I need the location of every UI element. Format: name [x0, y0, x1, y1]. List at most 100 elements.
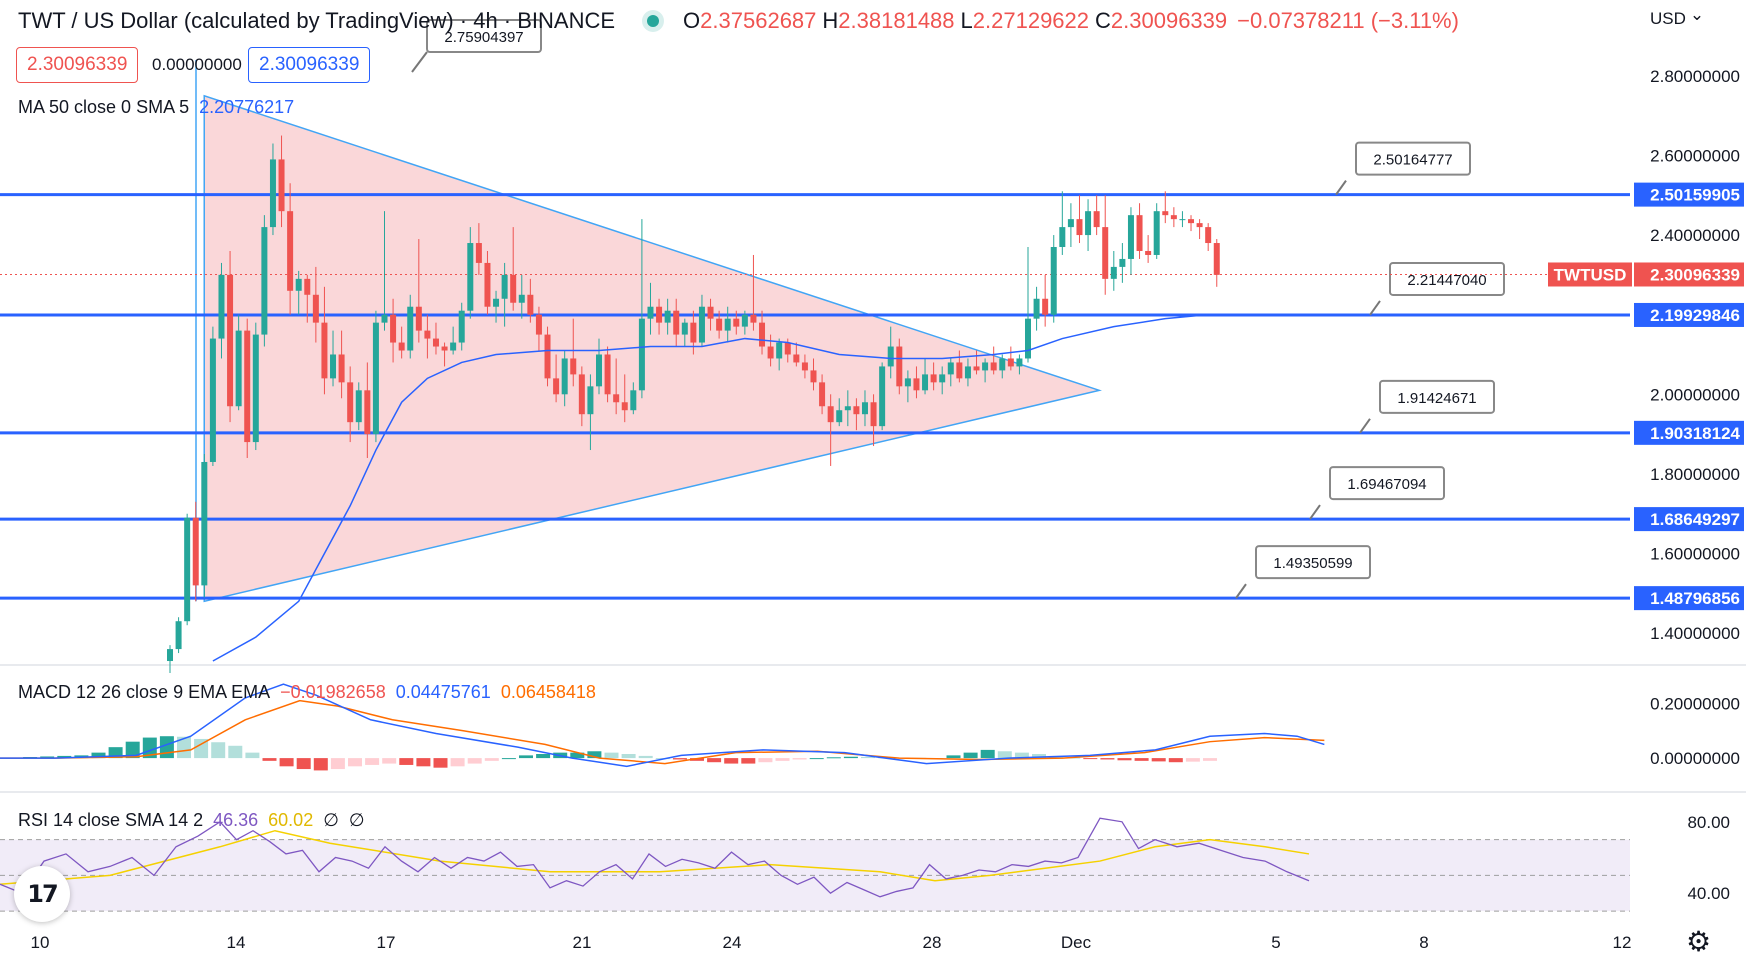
candle-body — [553, 378, 560, 395]
candle-body — [398, 342, 405, 351]
level-price-label-bg — [1634, 586, 1744, 611]
macd-histogram-bar — [159, 736, 174, 759]
change-value: −0.07378211 (−3.11%) — [1237, 8, 1459, 33]
macd-histogram-bar — [741, 758, 756, 764]
time-axis-tick: 10 — [31, 933, 50, 952]
symbol-tag: TWTUSD — [1554, 265, 1627, 284]
candle-body — [776, 342, 783, 359]
candle-body — [1042, 298, 1049, 315]
candle-body — [896, 346, 903, 387]
tradingview-logo-icon[interactable]: 17 — [14, 866, 70, 922]
candle-body — [1093, 211, 1100, 228]
candle-body — [218, 274, 225, 339]
rsi-value: 46.36 — [213, 810, 259, 830]
level-price-label-bg — [1634, 420, 1744, 445]
last-price-label-bg — [1634, 262, 1744, 287]
candle-body — [372, 322, 379, 435]
settings-gear-icon[interactable]: ⚙ — [1686, 926, 1712, 957]
level-callout-text: 2.21447040 — [1407, 272, 1486, 289]
candle-body — [1136, 215, 1143, 251]
candle-body — [304, 278, 311, 295]
macd-line-value: 0.04475761 — [395, 682, 491, 702]
macd-histogram-bar — [843, 756, 858, 759]
candle-body — [347, 382, 354, 423]
macd-line — [0, 683, 1325, 768]
callout-pointer — [1309, 504, 1321, 520]
candle-body — [1145, 250, 1152, 255]
candle-body — [999, 358, 1006, 371]
open-value: 2.37562687 — [700, 8, 817, 33]
macd-legend[interactable]: MACD 12 26 close 9 EMA EMA −0.01982658 0.0… — [18, 682, 606, 703]
macd-histogram-bar — [91, 752, 106, 759]
candle-body — [741, 314, 748, 327]
macd-histogram-bar — [348, 758, 362, 767]
open-label: O — [683, 8, 701, 33]
macd-histogram-bar — [604, 752, 619, 759]
sell-button[interactable]: 2.30096339 — [16, 47, 139, 83]
candle-body — [1196, 223, 1203, 228]
macd-histogram-bar — [621, 754, 636, 759]
candle-body — [613, 394, 620, 403]
time-axis-tick: 24 — [723, 933, 742, 952]
candle-body — [1025, 318, 1031, 359]
close-value: 2.30096339 — [1110, 8, 1228, 33]
macd-histogram-bar — [330, 758, 345, 770]
candle-body — [973, 366, 980, 371]
rsi-axis-tick: 80.00 — [1687, 813, 1730, 832]
ma-legend[interactable]: MA 50 close 0 SMA 5 2.20776217 — [18, 97, 304, 118]
candle-body — [947, 362, 954, 375]
macd-axis-tick: 0.20000000 — [1650, 694, 1740, 713]
callout-pointer — [411, 51, 428, 73]
candle-body — [819, 382, 826, 407]
candle-body — [698, 306, 705, 343]
level-price-label: 2.50159905 — [1650, 186, 1740, 205]
buy-button[interactable]: 2.30096339 — [248, 47, 371, 83]
candle-body — [801, 362, 808, 371]
candle-body — [1050, 247, 1057, 315]
candle-body — [1059, 227, 1066, 248]
candle-body — [561, 358, 568, 395]
macd-axis-tick: 0.00000000 — [1650, 749, 1740, 768]
level-callout-box — [1389, 261, 1505, 296]
macd-histogram-bar — [194, 738, 209, 759]
candle-body — [295, 278, 302, 291]
macd-histogram-bar — [382, 758, 397, 764]
level-price-label: 1.90318124 — [1650, 424, 1740, 443]
symbol-title[interactable]: TWT / US Dollar (calculated by TradingVi… — [18, 8, 616, 33]
candle-body — [441, 346, 448, 351]
time-axis-tick: 8 — [1419, 933, 1428, 952]
callout-pointer — [1235, 583, 1247, 599]
market-status-icon — [647, 15, 660, 27]
candle-body — [596, 354, 602, 387]
candle-body — [261, 227, 268, 335]
candle-body — [733, 318, 740, 327]
last-price-label: 2.30096339 — [1650, 265, 1740, 284]
callout-pointer — [1369, 300, 1381, 316]
candle-body — [1033, 298, 1040, 319]
macd-histogram-bar — [690, 758, 704, 761]
macd-signal-line — [0, 699, 1325, 765]
symbol-header: TWT / US Dollar (calculated by TradingVi… — [18, 8, 1459, 34]
candle-body — [269, 159, 276, 228]
candle-body — [724, 318, 731, 331]
rsi-legend[interactable]: RSI 14 close SMA 14 2 46.36 60.02 ∅ ∅ — [18, 810, 375, 831]
candle-body — [1127, 215, 1134, 259]
macd-histogram-bar — [1185, 758, 1200, 762]
macd-signal-value: 0.06458418 — [500, 682, 596, 702]
level-price-label-bg — [1634, 182, 1744, 207]
candle-body — [535, 314, 542, 335]
low-value: 2.27129622 — [972, 8, 1090, 33]
level-price-label-bg — [1634, 302, 1744, 327]
candle-body — [235, 330, 242, 407]
macd-histogram-bar — [501, 758, 516, 760]
candle-body — [1179, 219, 1186, 221]
high-value: 2.38181488 — [838, 8, 955, 33]
macd-histogram-bar — [638, 755, 653, 759]
candle-body — [621, 402, 628, 411]
level-callout-box — [1255, 545, 1371, 580]
currency-dropdown[interactable]: USD — [1650, 9, 1704, 29]
price-axis-tick: 2.60000000 — [1650, 146, 1740, 165]
candle-body — [415, 306, 422, 331]
rsi-extra-2: ∅ — [348, 810, 365, 830]
